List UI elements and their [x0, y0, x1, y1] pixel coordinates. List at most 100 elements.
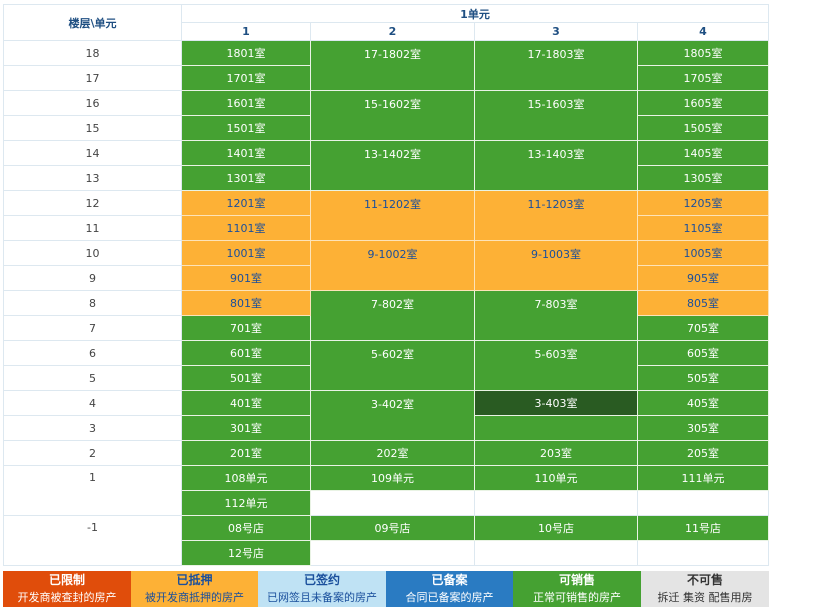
- room-cell[interactable]: 09号店: [310, 515, 475, 541]
- room-cell[interactable]: 11号店: [637, 515, 769, 541]
- room-cell[interactable]: 1301室: [181, 165, 311, 191]
- empty-cell: [310, 490, 475, 516]
- room-cell[interactable]: 1805室: [637, 40, 769, 66]
- room-cell[interactable]: 605室: [637, 340, 769, 366]
- room-cell[interactable]: 9-1002室: [310, 240, 475, 291]
- room-cell[interactable]: 1005室: [637, 240, 769, 266]
- room-cell[interactable]: 1501室: [181, 115, 311, 141]
- room-cell[interactable]: 203室: [474, 440, 638, 466]
- column-header: 2: [310, 22, 475, 41]
- room-cell[interactable]: 7-803室: [474, 290, 638, 341]
- legend-filed: 已备案 合同已备案的房产: [386, 571, 513, 607]
- floor-label: 1: [3, 465, 182, 516]
- floor-label: 8: [3, 290, 182, 316]
- room-cell[interactable]: 7-802室: [310, 290, 475, 341]
- floor-label: 10: [3, 240, 182, 266]
- room-cell[interactable]: 505室: [637, 365, 769, 391]
- room-cell[interactable]: 901室: [181, 265, 311, 291]
- column-header: 3: [474, 22, 638, 41]
- floor-label: 9: [3, 265, 182, 291]
- floor-label: 15: [3, 115, 182, 141]
- column-header: 1: [181, 22, 311, 41]
- legend-title: 可销售: [558, 573, 595, 587]
- room-cell[interactable]: 5-603室: [474, 340, 638, 391]
- empty-cell: [474, 540, 638, 566]
- room-cell[interactable]: 1105室: [637, 215, 769, 241]
- floor-label: 13: [3, 165, 182, 191]
- room-cell[interactable]: 305室: [637, 415, 769, 441]
- room-cell[interactable]: 405室: [637, 390, 769, 416]
- room-cell[interactable]: 108单元: [181, 465, 311, 491]
- legend-desc: 合同已备案的房产: [405, 591, 494, 604]
- room-cell[interactable]: 1505室: [637, 115, 769, 141]
- legend-desc: 被开发商抵押的房产: [145, 591, 244, 604]
- floor-label: 17: [3, 65, 182, 91]
- room-cell[interactable]: 1101室: [181, 215, 311, 241]
- room-cell[interactable]: 1305室: [637, 165, 769, 191]
- empty-cell: [637, 490, 769, 516]
- room-cell[interactable]: 1001室: [181, 240, 311, 266]
- room-cell[interactable]: 12号店: [181, 540, 311, 566]
- room-cell[interactable]: 401室: [181, 390, 311, 416]
- room-cell[interactable]: 9-1003室: [474, 240, 638, 291]
- floor-label: 12: [3, 190, 182, 216]
- legend-title: 不可售: [686, 573, 723, 587]
- room-cell[interactable]: 1205室: [637, 190, 769, 216]
- room-cell[interactable]: 17-1802室: [310, 40, 475, 91]
- legend-desc: 拆迁 集资 配售用房: [657, 591, 753, 604]
- room-cell[interactable]: 13-1403室: [474, 140, 638, 191]
- floor-label: 4: [3, 390, 182, 416]
- room-cell[interactable]: 201室: [181, 440, 311, 466]
- room-cell[interactable]: 11-1203室: [474, 190, 638, 241]
- room-cell[interactable]: 202室: [310, 440, 475, 466]
- room-cell[interactable]: 1701室: [181, 65, 311, 91]
- room-cell[interactable]: 1801室: [181, 40, 311, 66]
- floor-label: 14: [3, 140, 182, 166]
- room-cell[interactable]: 10号店: [474, 515, 638, 541]
- legend-desc: 已网签且未备案的房产: [267, 591, 377, 604]
- room-cell[interactable]: 701室: [181, 315, 311, 341]
- room-cell[interactable]: 5-602室: [310, 340, 475, 391]
- unit-header: 1单元: [181, 4, 769, 23]
- legend-available: 可销售 正常可销售的房产: [513, 571, 641, 607]
- room-cell[interactable]: 501室: [181, 365, 311, 391]
- room-cell[interactable]: 11-1202室: [310, 190, 475, 241]
- room-cell-blank[interactable]: [474, 415, 638, 441]
- room-cell[interactable]: 111单元: [637, 465, 769, 491]
- room-cell[interactable]: 1201室: [181, 190, 311, 216]
- room-cell[interactable]: 109单元: [310, 465, 475, 491]
- legend-desc: 正常可销售的房产: [533, 591, 621, 604]
- room-cell[interactable]: 705室: [637, 315, 769, 341]
- room-cell[interactable]: 13-1402室: [310, 140, 475, 191]
- housing-unit-table: 楼层\单元 1单元 1 2 3 4 18 1801室 17-1802室 17-1…: [3, 4, 769, 566]
- floor-label: 18: [3, 40, 182, 66]
- room-cell[interactable]: 110单元: [474, 465, 638, 491]
- floor-label: 2: [3, 440, 182, 466]
- room-cell[interactable]: 905室: [637, 265, 769, 291]
- room-cell-selected[interactable]: 3-403室: [474, 390, 638, 416]
- room-cell[interactable]: 801室: [181, 290, 311, 316]
- room-cell[interactable]: 805室: [637, 290, 769, 316]
- floor-label: 5: [3, 365, 182, 391]
- room-cell[interactable]: 15-1602室: [310, 90, 475, 141]
- room-cell[interactable]: 3-402室: [310, 390, 475, 441]
- floor-label: 11: [3, 215, 182, 241]
- floor-label: 7: [3, 315, 182, 341]
- room-cell[interactable]: 301室: [181, 415, 311, 441]
- room-cell[interactable]: 17-1803室: [474, 40, 638, 91]
- room-cell[interactable]: 112单元: [181, 490, 311, 516]
- legend-title: 已抵押: [176, 573, 213, 587]
- legend-mortgaged: 已抵押 被开发商抵押的房产: [131, 571, 258, 607]
- room-cell[interactable]: 205室: [637, 440, 769, 466]
- room-cell[interactable]: 1705室: [637, 65, 769, 91]
- room-cell[interactable]: 15-1603室: [474, 90, 638, 141]
- legend-title: 已备案: [431, 573, 468, 587]
- room-cell[interactable]: 1601室: [181, 90, 311, 116]
- empty-cell: [637, 540, 769, 566]
- room-cell[interactable]: 601室: [181, 340, 311, 366]
- legend-title: 已签约: [303, 573, 340, 587]
- room-cell[interactable]: 08号店: [181, 515, 311, 541]
- room-cell[interactable]: 1605室: [637, 90, 769, 116]
- room-cell[interactable]: 1405室: [637, 140, 769, 166]
- room-cell[interactable]: 1401室: [181, 140, 311, 166]
